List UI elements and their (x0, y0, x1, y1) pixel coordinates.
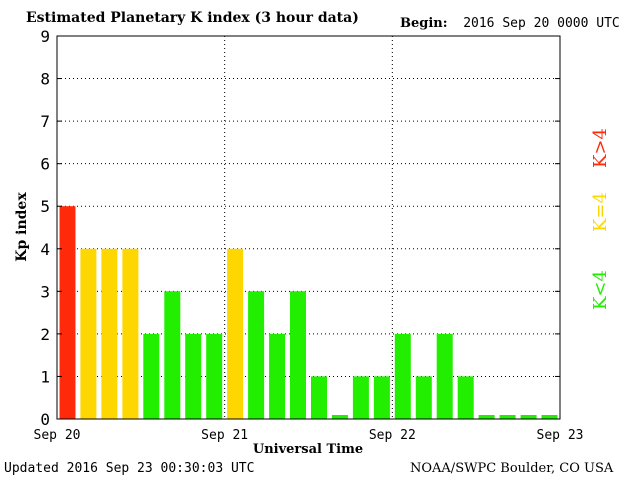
y-tick-label: 8 (40, 70, 50, 89)
kp-bar (458, 376, 474, 419)
y-tick-label: 6 (40, 155, 50, 174)
legend-k-equal-4: K=4 (591, 196, 611, 232)
kp-bar (437, 334, 453, 419)
kp-bar (206, 334, 222, 419)
kp-bar (60, 206, 76, 419)
kp-bar (500, 415, 516, 419)
x-tick-label: Sep 22 (369, 428, 416, 443)
kp-bar (80, 249, 96, 419)
y-tick-label: 4 (40, 240, 50, 259)
y-tick-label: 7 (40, 112, 50, 131)
kp-bar (374, 376, 390, 419)
kp-bar (290, 291, 306, 419)
kp-bar (101, 249, 117, 419)
kp-bar (122, 249, 138, 419)
kp-bar (353, 376, 369, 419)
legend-k-greater-than-4: K>4 (591, 132, 611, 168)
legend-k-less-than-4: K<4 (591, 274, 611, 310)
kp-bar (395, 334, 411, 419)
y-tick-label: 9 (40, 27, 50, 46)
kp-bar (521, 415, 537, 419)
kp-bar (227, 249, 243, 419)
kp-bar (185, 334, 201, 419)
y-tick-label: 3 (40, 282, 50, 301)
kp-bar (143, 334, 159, 419)
kp-bar (269, 334, 285, 419)
kp-bar (479, 415, 495, 419)
y-tick-label: 0 (40, 410, 50, 429)
y-axis-label: Kp index (14, 192, 30, 262)
kp-bar (416, 376, 432, 419)
x-tick-label: Sep 23 (537, 428, 584, 443)
x-tick-label: Sep 20 (34, 428, 81, 443)
updated-timestamp: Updated 2016 Sep 23 00:30:03 UTC (4, 461, 254, 477)
kp-bar (542, 415, 558, 419)
kp-bar (164, 291, 180, 419)
kp-bar (248, 291, 264, 419)
x-tick-label: Sep 21 (201, 428, 248, 443)
x-axis-label: Universal Time (253, 442, 363, 457)
kp-bar (311, 376, 327, 419)
bars (60, 206, 558, 419)
y-tick-label: 2 (40, 325, 50, 344)
credit-line: NOAA/SWPC Boulder, CO USA (410, 461, 613, 477)
kp-bar (332, 415, 348, 419)
y-tick-label: 1 (40, 367, 50, 386)
y-tick-label: 5 (40, 197, 50, 216)
